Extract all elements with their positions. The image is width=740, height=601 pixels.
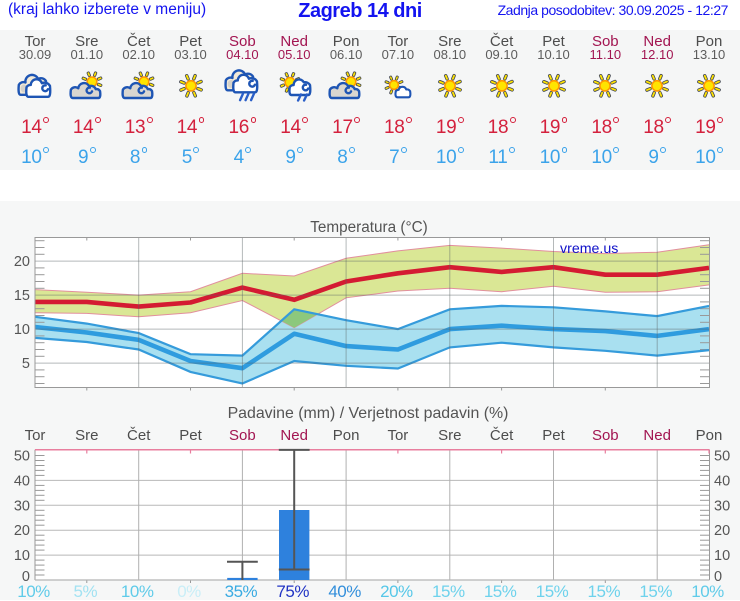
svg-text:30: 30 [14,498,30,514]
svg-text:20: 20 [714,523,730,539]
svg-text:10: 10 [14,322,30,338]
svg-text:50: 50 [714,449,730,465]
svg-text:50: 50 [14,449,30,465]
svg-text:20: 20 [14,523,30,539]
svg-text:5: 5 [22,356,30,372]
svg-text:0: 0 [22,569,30,585]
svg-text:20: 20 [14,254,30,270]
svg-text:40: 40 [14,473,30,489]
svg-text:15: 15 [14,288,30,304]
svg-text:10: 10 [14,548,30,564]
svg-text:vreme.us: vreme.us [560,241,618,257]
svg-text:40: 40 [714,473,730,489]
svg-text:10: 10 [714,548,730,564]
svg-text:Padavine (mm) / Verjetnost pad: Padavine (mm) / Verjetnost padavin (%) [228,405,509,422]
svg-text:30: 30 [714,498,730,514]
svg-text:Temperatura (°C): Temperatura (°C) [310,219,427,236]
svg-text:0: 0 [714,569,722,585]
